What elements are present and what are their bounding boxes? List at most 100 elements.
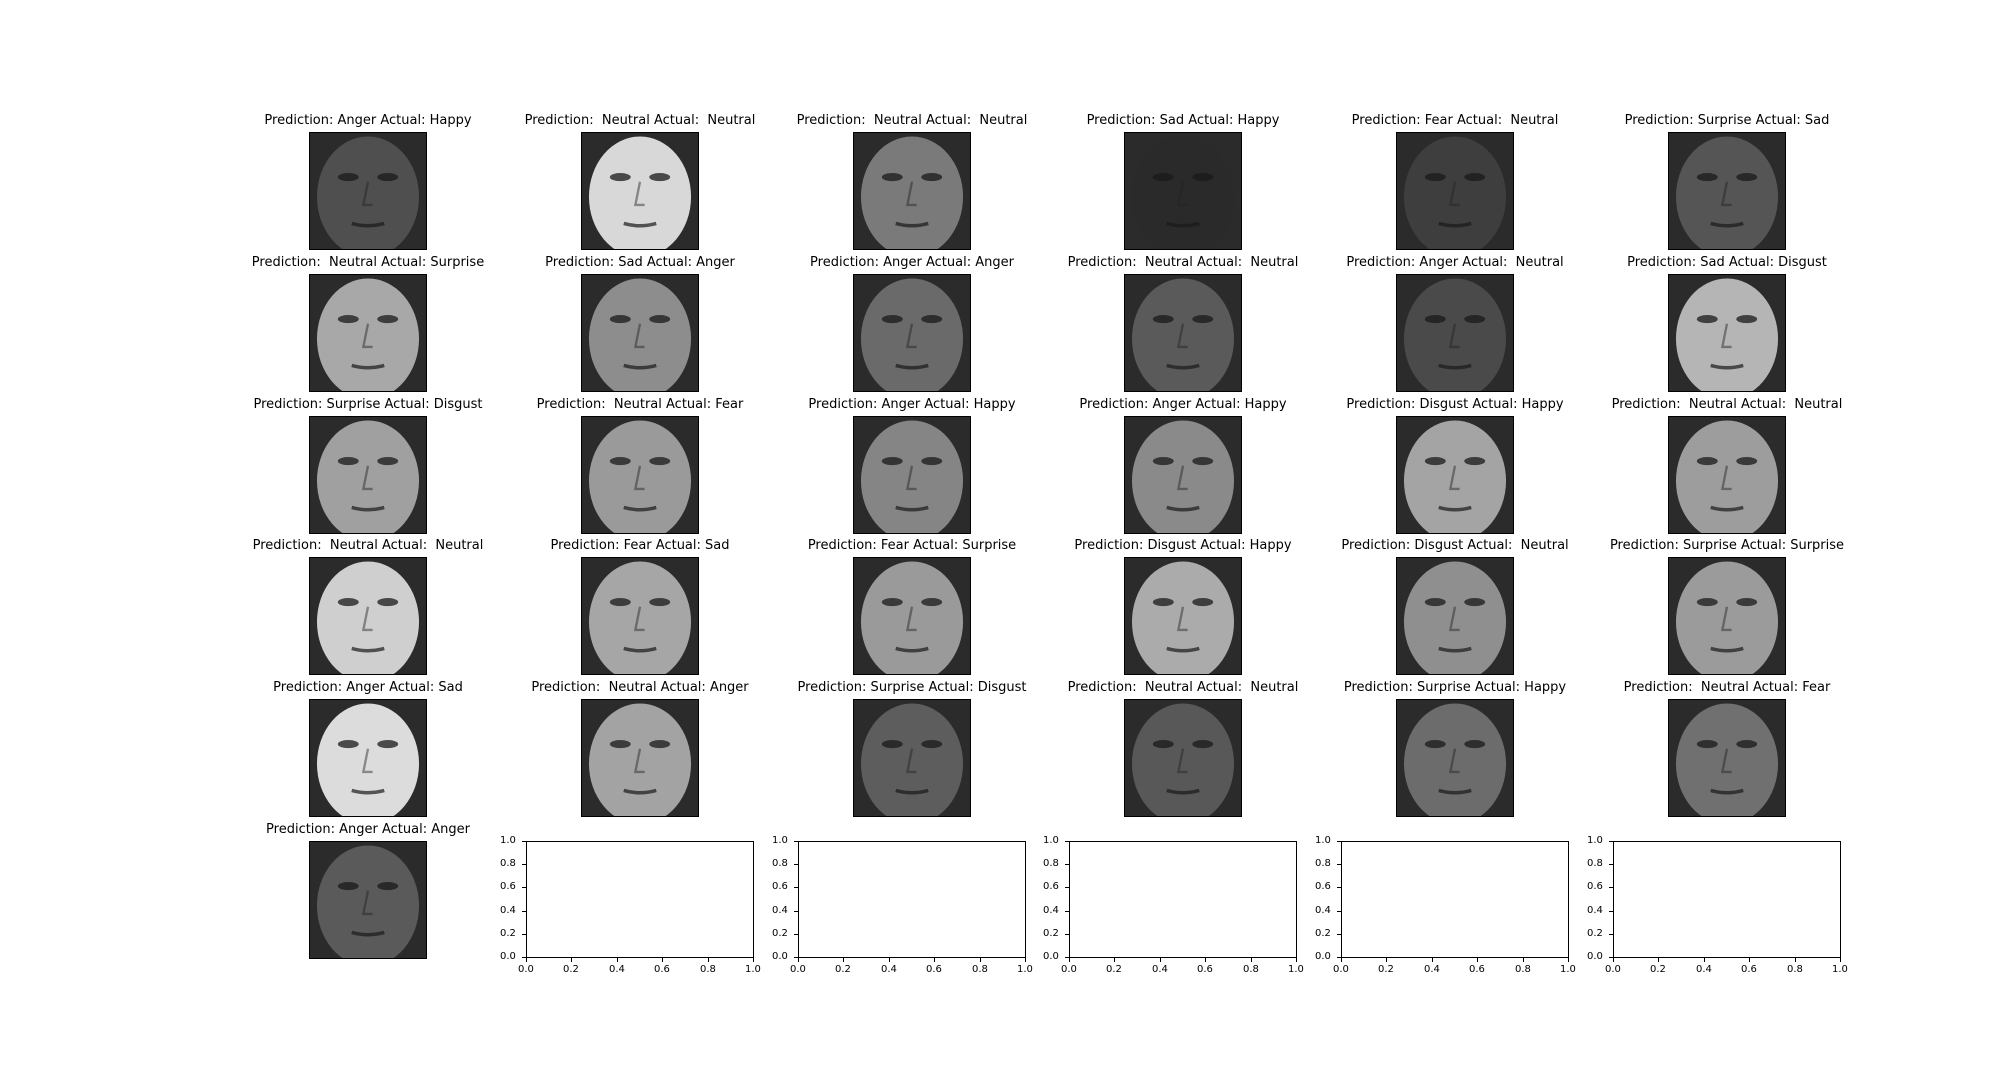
face-image (581, 699, 699, 817)
face-image (581, 132, 699, 250)
face-image (1396, 132, 1514, 250)
y-tick-mark (1609, 957, 1613, 958)
panel-title: Prediction: Neutral Actual: Neutral (1067, 680, 1299, 695)
panel-title: Prediction: Fear Actual: Neutral (1351, 113, 1559, 128)
x-tick-mark (1025, 958, 1026, 962)
y-tick-label: 0.2 (500, 928, 516, 939)
x-tick-mark (798, 958, 799, 962)
y-tick-label: 0.2 (772, 928, 788, 939)
x-tick-label: 0.2 (1378, 964, 1394, 975)
y-tick-label: 1.0 (1315, 835, 1331, 846)
y-tick-mark (794, 864, 798, 865)
y-tick-mark (522, 887, 526, 888)
x-tick-mark (1840, 958, 1841, 962)
panel-title: Prediction: Anger Actual: Happy (808, 397, 1016, 412)
panel-title: Prediction: Sad Actual: Anger (545, 255, 735, 270)
x-tick-label: 0.6 (1469, 964, 1485, 975)
y-tick-label: 1.0 (1043, 835, 1059, 846)
x-tick-label: 0.6 (654, 964, 670, 975)
x-tick-label: 0.4 (881, 964, 897, 975)
y-tick-label: 0.6 (1043, 881, 1059, 892)
x-tick-mark (980, 958, 981, 962)
x-tick-mark (1432, 958, 1433, 962)
y-tick-mark (1337, 957, 1341, 958)
panel-title: Prediction: Fear Actual: Surprise (807, 538, 1017, 553)
y-tick-label: 0.0 (1043, 951, 1059, 962)
face-image (1396, 416, 1514, 534)
x-tick-mark (1069, 958, 1070, 962)
y-tick-mark (794, 841, 798, 842)
panel-title: Prediction: Neutral Actual: Neutral (796, 113, 1028, 128)
x-tick-label: 0.8 (1243, 964, 1259, 975)
y-tick-mark (1609, 887, 1613, 888)
y-tick-mark (522, 911, 526, 912)
panel-title: Prediction: Fear Actual: Sad (550, 538, 730, 553)
face-image (1396, 699, 1514, 817)
face-image (309, 841, 427, 959)
x-tick-mark (1568, 958, 1569, 962)
x-tick-label: 0.0 (1333, 964, 1349, 975)
x-tick-label: 1.0 (1832, 964, 1848, 975)
panel-title: Prediction: Neutral Actual: Anger (531, 680, 749, 695)
panel-title: Prediction: Neutral Actual: Fear (536, 397, 744, 412)
x-tick-mark (1477, 958, 1478, 962)
x-tick-mark (708, 958, 709, 962)
panel-title: Prediction: Anger Actual: Happy (1079, 397, 1287, 412)
y-tick-mark (522, 841, 526, 842)
panel-title: Prediction: Surprise Actual: Disgust (253, 397, 483, 412)
x-tick-mark (662, 958, 663, 962)
x-tick-label: 0.2 (1106, 964, 1122, 975)
y-tick-mark (1337, 911, 1341, 912)
y-tick-label: 0.6 (500, 881, 516, 892)
y-tick-mark (522, 957, 526, 958)
panel-title: Prediction: Sad Actual: Happy (1086, 113, 1280, 128)
face-image (309, 699, 427, 817)
empty-axes (798, 841, 1026, 958)
x-tick-label: 0.8 (972, 964, 988, 975)
face-image (581, 416, 699, 534)
x-tick-label: 0.2 (835, 964, 851, 975)
x-tick-label: 0.0 (1605, 964, 1621, 975)
panel-title: Prediction: Anger Actual: Anger (810, 255, 1014, 270)
panel-title: Prediction: Disgust Actual: Happy (1074, 538, 1292, 553)
panel-title: Prediction: Anger Actual: Neutral (1346, 255, 1564, 270)
x-tick-mark (934, 958, 935, 962)
x-tick-mark (753, 958, 754, 962)
panel-title: Prediction: Neutral Actual: Fear (1623, 680, 1831, 695)
face-image (1124, 274, 1242, 392)
y-tick-label: 0.4 (772, 905, 788, 916)
x-tick-mark (889, 958, 890, 962)
panel-title: Prediction: Neutral Actual: Surprise (251, 255, 485, 270)
x-tick-mark (1795, 958, 1796, 962)
y-tick-label: 0.0 (772, 951, 788, 962)
empty-axes (1069, 841, 1297, 958)
y-tick-mark (522, 934, 526, 935)
x-tick-label: 1.0 (745, 964, 761, 975)
face-image (853, 274, 971, 392)
x-tick-label: 0.8 (1515, 964, 1531, 975)
face-image (1668, 132, 1786, 250)
panel-title: Prediction: Anger Actual: Happy (264, 113, 472, 128)
y-tick-label: 0.4 (1315, 905, 1331, 916)
panel-title: Prediction: Disgust Actual: Neutral (1341, 538, 1569, 553)
x-tick-mark (1251, 958, 1252, 962)
x-tick-label: 0.4 (1424, 964, 1440, 975)
y-tick-label: 0.8 (1043, 858, 1059, 869)
y-tick-mark (794, 911, 798, 912)
panel-title: Prediction: Neutral Actual: Neutral (1611, 397, 1843, 412)
x-tick-label: 0.6 (1741, 964, 1757, 975)
x-tick-label: 0.6 (1197, 964, 1213, 975)
y-tick-mark (1609, 841, 1613, 842)
face-image (1668, 416, 1786, 534)
x-tick-label: 0.6 (926, 964, 942, 975)
y-tick-mark (1065, 957, 1069, 958)
y-tick-mark (1065, 934, 1069, 935)
face-image (853, 557, 971, 675)
y-tick-label: 1.0 (1587, 835, 1603, 846)
face-image (1668, 274, 1786, 392)
panel-title: Prediction: Surprise Actual: Happy (1343, 680, 1567, 695)
panel-title: Prediction: Disgust Actual: Happy (1346, 397, 1564, 412)
face-image (1668, 699, 1786, 817)
face-image (1124, 132, 1242, 250)
